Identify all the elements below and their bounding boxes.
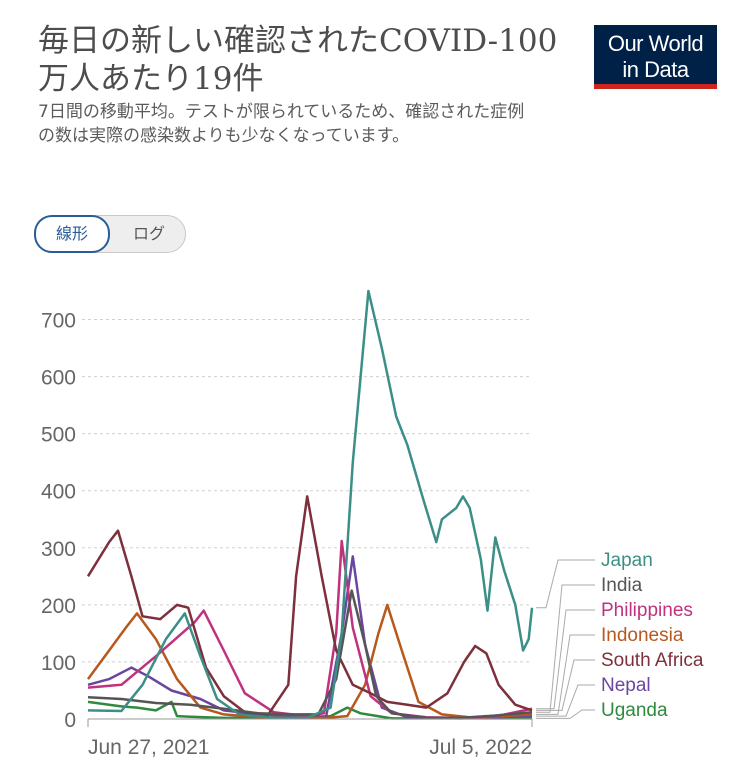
series-line-south-africa[interactable] xyxy=(86,495,533,716)
y-tick-label: 0 xyxy=(64,709,76,732)
chart-title: 毎日の新しい確認されたCOVID-100万人あたり19件 xyxy=(38,23,558,97)
legend-connector xyxy=(536,709,595,719)
series-line-india[interactable] xyxy=(87,589,533,720)
legend-label-uganda[interactable]: Uganda xyxy=(601,700,668,721)
y-tick-label: 600 xyxy=(41,367,76,390)
y-tick-label: 500 xyxy=(41,424,76,447)
legend-label-philippines[interactable]: Philippines xyxy=(601,600,693,621)
legend-label-indonesia[interactable]: Indonesia xyxy=(601,625,684,646)
logo-line-2: in Data xyxy=(622,57,689,82)
series-line-japan[interactable] xyxy=(87,289,534,720)
legend-connector xyxy=(536,684,595,717)
y-tick-label: 300 xyxy=(41,538,76,561)
legend-connector xyxy=(536,634,595,715)
y-tick-label: 700 xyxy=(41,310,76,333)
y-tick-label: 200 xyxy=(41,595,76,618)
chart-subtitle: 7日間の移動平均。テストが限られているため、確認された症例の数は実際の感染数より… xyxy=(38,102,525,146)
legend-connector xyxy=(536,659,595,711)
scale-toggle[interactable]: 線形 ログ xyxy=(34,215,186,253)
legend-label-nepal[interactable]: Nepal xyxy=(601,675,651,696)
series-line-philippines[interactable] xyxy=(87,539,533,720)
legend-connector xyxy=(536,584,595,713)
logo-line-1: Our World xyxy=(607,31,704,56)
y-tick-label: 100 xyxy=(41,652,76,675)
x-tick-label-start: Jun 27, 2021 xyxy=(88,736,209,759)
legend-label-india[interactable]: India xyxy=(601,575,643,596)
log-scale-button[interactable]: ログ xyxy=(132,224,165,243)
x-tick-label-end: Jul 5, 2022 xyxy=(429,736,532,759)
owid-logo[interactable]: Our World in Data xyxy=(594,25,717,89)
legend-connector xyxy=(536,609,595,710)
legend-connector xyxy=(536,559,595,609)
linear-scale-button[interactable]: 線形 xyxy=(34,215,110,253)
series-line-uganda[interactable] xyxy=(87,700,532,720)
legend-label-japan[interactable]: Japan xyxy=(601,550,653,571)
y-tick-label: 400 xyxy=(41,481,76,504)
legend-label-south-africa[interactable]: South Africa xyxy=(601,650,704,671)
